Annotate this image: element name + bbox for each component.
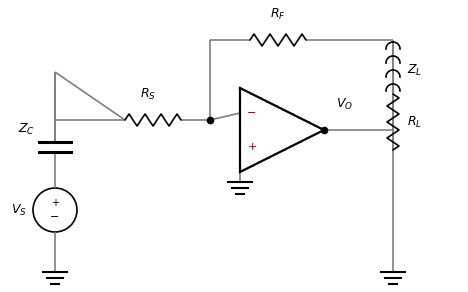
- Text: $R_F$: $R_F$: [270, 7, 286, 22]
- Text: $V_S$: $V_S$: [11, 202, 27, 218]
- Text: +: +: [51, 198, 59, 208]
- Text: $Z_L$: $Z_L$: [407, 62, 422, 78]
- Text: −: −: [51, 212, 60, 222]
- Text: $V_O$: $V_O$: [336, 97, 353, 112]
- Text: $Z_C$: $Z_C$: [18, 121, 35, 137]
- Text: +: +: [247, 142, 256, 152]
- Text: $R_S$: $R_S$: [140, 87, 156, 102]
- Text: $R_L$: $R_L$: [407, 114, 422, 130]
- Text: −: −: [247, 108, 256, 118]
